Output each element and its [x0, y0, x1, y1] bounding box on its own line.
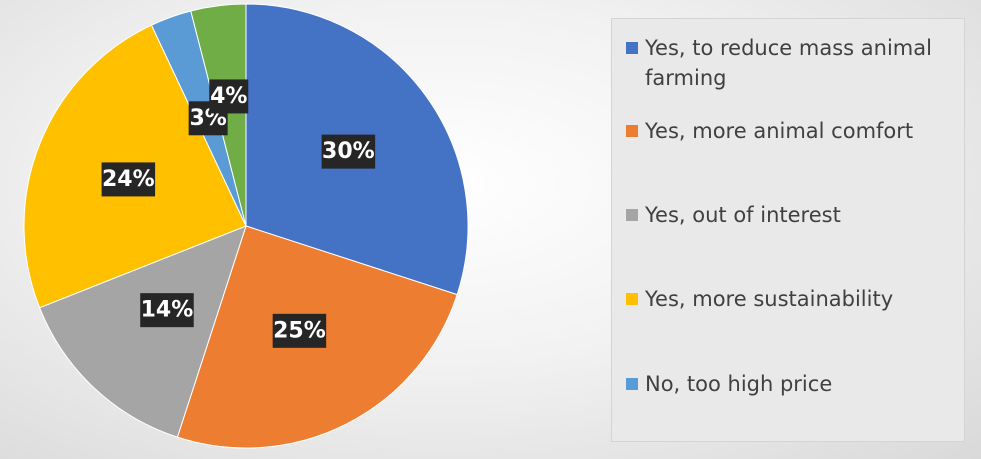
legend-label: Yes, out of interest: [645, 203, 841, 227]
pie-data-label: 25%: [272, 313, 327, 348]
legend-item-too-high-price: No, too high price: [626, 369, 961, 399]
pie-data-label-box: [321, 134, 376, 169]
legend-item-reduce-mass-farming: Yes, to reduce mass animal farming: [626, 33, 961, 93]
legend-item-out-of-interest: Yes, out of interest: [626, 200, 961, 230]
pie-data-label-text: 24%: [102, 167, 155, 192]
legend-label: No, too high price: [645, 372, 833, 396]
legend-swatch: [626, 378, 638, 390]
pie-data-label-box: [101, 162, 156, 197]
pie-data-label: 4%: [209, 79, 249, 114]
legend-item-animal-comfort: Yes, more animal comfort: [626, 116, 961, 146]
pie-data-label: 14%: [140, 293, 194, 328]
legend-swatch: [626, 125, 638, 137]
legend-swatch: [626, 293, 638, 305]
pie-data-label-box: [272, 313, 327, 348]
chart-legend: Yes, to reduce mass animal farming Yes, …: [611, 18, 965, 442]
legend-swatch: [626, 42, 638, 54]
pie-data-label-box: [209, 79, 249, 114]
legend-label: Yes, more sustainability: [645, 287, 894, 311]
pie-data-label-box: [140, 293, 194, 328]
pie-slices: [23, 3, 469, 449]
legend-item-sustainability: Yes, more sustainability: [626, 284, 961, 314]
pie-data-labels: 30%25%14%24%3%4%: [101, 79, 376, 348]
legend-label: Yes, to reduce mass animal farming: [645, 36, 932, 90]
pie-data-label-text: 14%: [141, 298, 194, 323]
legend-label: Yes, more animal comfort: [645, 119, 914, 143]
pie-chart: 30%25%14%24%3%4%: [23, 3, 469, 449]
pie-data-label: 24%: [101, 162, 156, 197]
pie-data-label-text: 30%: [322, 139, 375, 164]
legend-swatch: [626, 209, 638, 221]
pie-slice: [38, 225, 247, 438]
pie-data-label-text: 25%: [273, 318, 326, 343]
pie-data-label: 30%: [321, 134, 376, 169]
pie-data-label-text: 4%: [210, 84, 247, 109]
